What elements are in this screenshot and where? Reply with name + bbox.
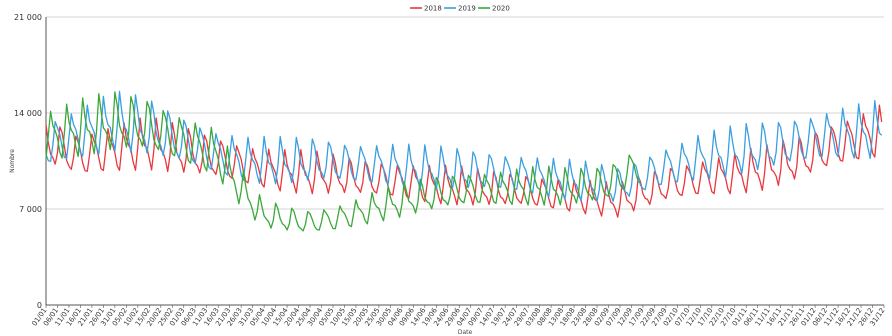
series-line-2019 — [45, 90, 883, 203]
series-layer — [45, 90, 883, 232]
legend-label-2019: 2019 — [458, 5, 476, 13]
y-tick-label: 14 000 — [14, 109, 42, 118]
x-axis: 01/0106/0111/0116/0121/0126/0131/0105/02… — [31, 305, 887, 328]
legend: 2018 2019 2020 — [410, 5, 510, 13]
gridlines — [46, 16, 884, 306]
y-tick-label: 7 000 — [19, 205, 42, 214]
series-line-2020 — [45, 91, 641, 232]
legend-label-2018: 2018 — [424, 5, 442, 13]
y-axis-title: Nombre — [9, 149, 16, 173]
y-tick-label: 21 000 — [14, 13, 42, 22]
y-axis: 0 7 000 14 000 21 000 — [14, 13, 47, 310]
x-axis-title: Date — [458, 329, 473, 336]
y-tick-label: 0 — [37, 301, 42, 310]
legend-label-2020: 2020 — [492, 5, 510, 13]
